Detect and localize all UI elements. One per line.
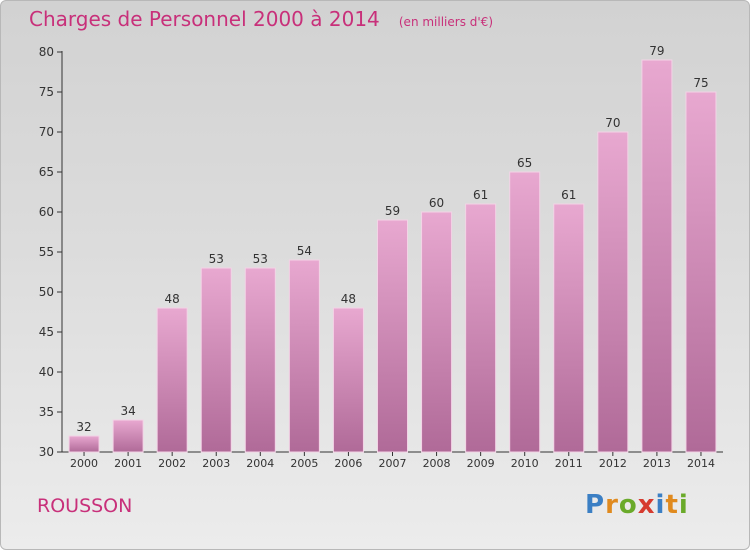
chart-title: Charges de Personnel 2000 à 2014 xyxy=(29,7,380,31)
y-tick-label: 50 xyxy=(39,285,54,299)
bar xyxy=(244,267,276,453)
data-label: 53 xyxy=(253,252,268,266)
bar xyxy=(200,267,232,453)
data-label: 79 xyxy=(649,44,664,58)
data-label: 48 xyxy=(165,292,180,306)
x-tick-label: 2010 xyxy=(511,457,539,470)
x-tick-label: 2004 xyxy=(246,457,274,470)
x-tick-label: 2014 xyxy=(687,457,715,470)
y-tick-label: 60 xyxy=(39,205,54,219)
x-tick-label: 2000 xyxy=(70,457,98,470)
logo-letter: i xyxy=(678,490,689,520)
bar xyxy=(421,211,453,453)
x-tick-label: 2002 xyxy=(158,457,186,470)
x-tick-label: 2008 xyxy=(423,457,451,470)
logo-letter: P xyxy=(585,490,606,520)
bar xyxy=(68,435,100,453)
bar xyxy=(553,203,585,453)
x-tick-label: 2001 xyxy=(114,457,142,470)
x-tick-label: 2011 xyxy=(555,457,583,470)
data-label: 54 xyxy=(297,244,312,258)
data-label: 61 xyxy=(561,188,576,202)
y-tick-label: 65 xyxy=(39,165,54,179)
logo-letter: r xyxy=(605,490,619,520)
y-tick-label: 70 xyxy=(39,125,54,139)
chart-subtitle: (en milliers d'€) xyxy=(398,15,493,29)
x-tick-label: 2012 xyxy=(599,457,627,470)
x-tick-label: 2006 xyxy=(334,457,362,470)
x-tick-label: 2013 xyxy=(643,457,671,470)
x-tick-label: 2003 xyxy=(202,457,230,470)
bar xyxy=(332,307,364,453)
bar xyxy=(377,219,408,453)
data-label: 34 xyxy=(120,404,135,418)
y-tick-label: 55 xyxy=(39,245,54,259)
data-label: 48 xyxy=(341,292,356,306)
proxiti-logo: Proxiti xyxy=(585,490,689,520)
data-label: 59 xyxy=(385,204,400,218)
logo-letter: i xyxy=(655,490,666,520)
x-tick-label: 2009 xyxy=(467,457,495,470)
bar xyxy=(597,131,629,453)
data-label: 75 xyxy=(693,76,708,90)
bar xyxy=(112,419,144,453)
y-tick-label: 30 xyxy=(39,445,54,459)
data-label: 65 xyxy=(517,156,532,170)
y-tick-label: 40 xyxy=(39,365,54,379)
logo-letter: x xyxy=(637,490,656,520)
data-label: 53 xyxy=(209,252,224,266)
data-label: 61 xyxy=(473,188,488,202)
y-tick-label: 75 xyxy=(39,85,54,99)
bar xyxy=(641,59,673,453)
bar xyxy=(288,259,320,453)
y-tick-label: 45 xyxy=(39,325,54,339)
data-label: 70 xyxy=(605,116,620,130)
bar xyxy=(509,171,541,453)
logo-letter: t xyxy=(665,490,679,520)
bar xyxy=(465,203,497,453)
logo-letter: o xyxy=(618,490,638,520)
title-row: Charges de Personnel 2000 à 2014 (en mil… xyxy=(29,7,493,31)
bar xyxy=(685,91,717,453)
y-tick-label: 35 xyxy=(39,405,54,419)
data-label: 32 xyxy=(76,420,91,434)
bar xyxy=(156,307,188,453)
y-tick-label: 80 xyxy=(39,45,54,59)
data-label: 60 xyxy=(429,196,444,210)
x-tick-label: 2005 xyxy=(290,457,318,470)
place-name: ROUSSON xyxy=(37,495,133,517)
x-tick-label: 2007 xyxy=(379,457,407,470)
